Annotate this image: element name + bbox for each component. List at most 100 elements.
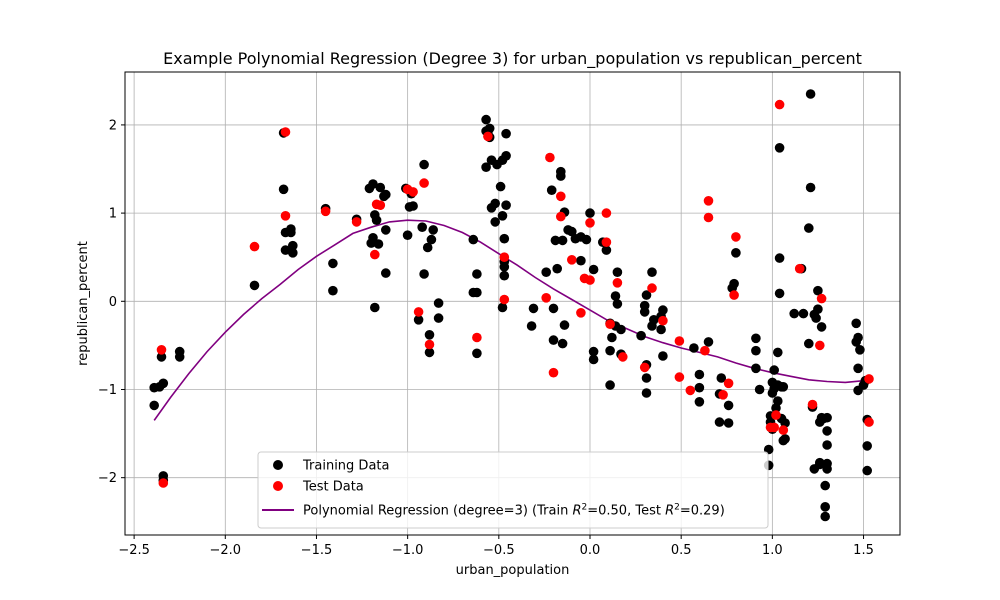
training-point [751, 345, 761, 356]
test-point [483, 131, 493, 142]
training-point [805, 182, 816, 193]
training-point [481, 162, 491, 172]
training-point [694, 382, 705, 393]
training-point [408, 201, 418, 211]
training-point [703, 337, 714, 347]
training-point [278, 184, 289, 195]
training-point [472, 269, 482, 279]
legend-line-prefix: Polynomial Regression (degree=3) (Train [303, 504, 572, 519]
training-point [820, 480, 830, 491]
test-point [370, 249, 380, 260]
test-point [576, 308, 586, 318]
test-point [816, 293, 827, 304]
test-point [156, 345, 167, 355]
test-point [601, 237, 612, 247]
training-point [481, 114, 491, 125]
training-point [694, 369, 705, 380]
training-point [773, 347, 783, 358]
training-point [607, 332, 617, 343]
training-point [816, 322, 827, 332]
training-point [158, 378, 169, 389]
test-point [601, 208, 612, 218]
test-point [771, 410, 781, 420]
x-tick-label: 1.0 [762, 543, 783, 558]
training-point [433, 313, 444, 323]
training-point [641, 290, 652, 300]
chart-title: Example Polynomial Regression (Degree 3)… [163, 49, 862, 69]
training-point [328, 258, 338, 269]
training-point [419, 269, 429, 279]
training-point [656, 324, 666, 335]
test-point [703, 196, 714, 206]
training-point [822, 426, 832, 436]
training-point [805, 89, 816, 99]
training-point [588, 346, 599, 357]
training-point [288, 240, 298, 251]
training-point [381, 268, 391, 278]
training-point [612, 267, 623, 278]
training-point [280, 245, 291, 255]
test-point [674, 372, 685, 382]
y-tick-label: 1 [109, 207, 117, 222]
training-point [433, 298, 444, 308]
training-point [647, 267, 657, 278]
training-point [714, 417, 725, 427]
x-tick-label: −0.5 [483, 543, 515, 558]
training-point [855, 345, 865, 355]
legend-train-r2: =0.50, Test [587, 504, 665, 519]
training-point [610, 291, 621, 301]
training-point [576, 255, 586, 266]
test-point [674, 336, 685, 346]
training-point [413, 315, 424, 325]
training-point [820, 502, 830, 512]
training-point [751, 363, 761, 374]
test-point [815, 340, 825, 351]
training-point [811, 313, 821, 323]
training-point [490, 217, 501, 227]
training-point [723, 418, 734, 428]
training-point [528, 303, 539, 314]
training-point [174, 352, 185, 362]
training-point [368, 179, 378, 189]
test-point [499, 294, 510, 305]
test-point [807, 399, 818, 410]
test-point [864, 417, 874, 427]
x-tick-label: 0.0 [580, 543, 601, 558]
training-point [731, 248, 741, 258]
training-point [581, 234, 592, 245]
test-point [723, 378, 734, 389]
legend-test-marker [273, 481, 283, 491]
x-tick-label: −1.0 [392, 543, 424, 558]
training-point [541, 267, 551, 278]
training-point [156, 352, 167, 362]
training-point [813, 285, 823, 296]
training-point [780, 434, 790, 444]
training-point [373, 239, 384, 249]
training-point [490, 198, 501, 209]
test-point [556, 211, 566, 222]
training-point [694, 397, 705, 407]
training-point [853, 332, 863, 343]
test-point [729, 290, 739, 300]
test-point [794, 263, 805, 274]
training-point [616, 324, 626, 335]
training-point [716, 373, 727, 383]
training-point [822, 440, 832, 450]
training-point [729, 278, 739, 289]
training-point [288, 248, 298, 258]
test-point [567, 254, 577, 265]
y-tick-label: 0 [109, 295, 117, 310]
training-point [588, 264, 599, 275]
training-point [585, 208, 595, 218]
training-point [550, 235, 561, 246]
training-point [689, 343, 699, 353]
training-point [381, 189, 391, 200]
y-axis-ticks: −2 −1 0 1 2 [98, 118, 125, 486]
test-point [618, 352, 628, 362]
training-point [548, 303, 559, 314]
test-point [769, 422, 779, 433]
training-point [552, 263, 562, 274]
training-point [774, 143, 785, 153]
training-point [557, 338, 568, 349]
